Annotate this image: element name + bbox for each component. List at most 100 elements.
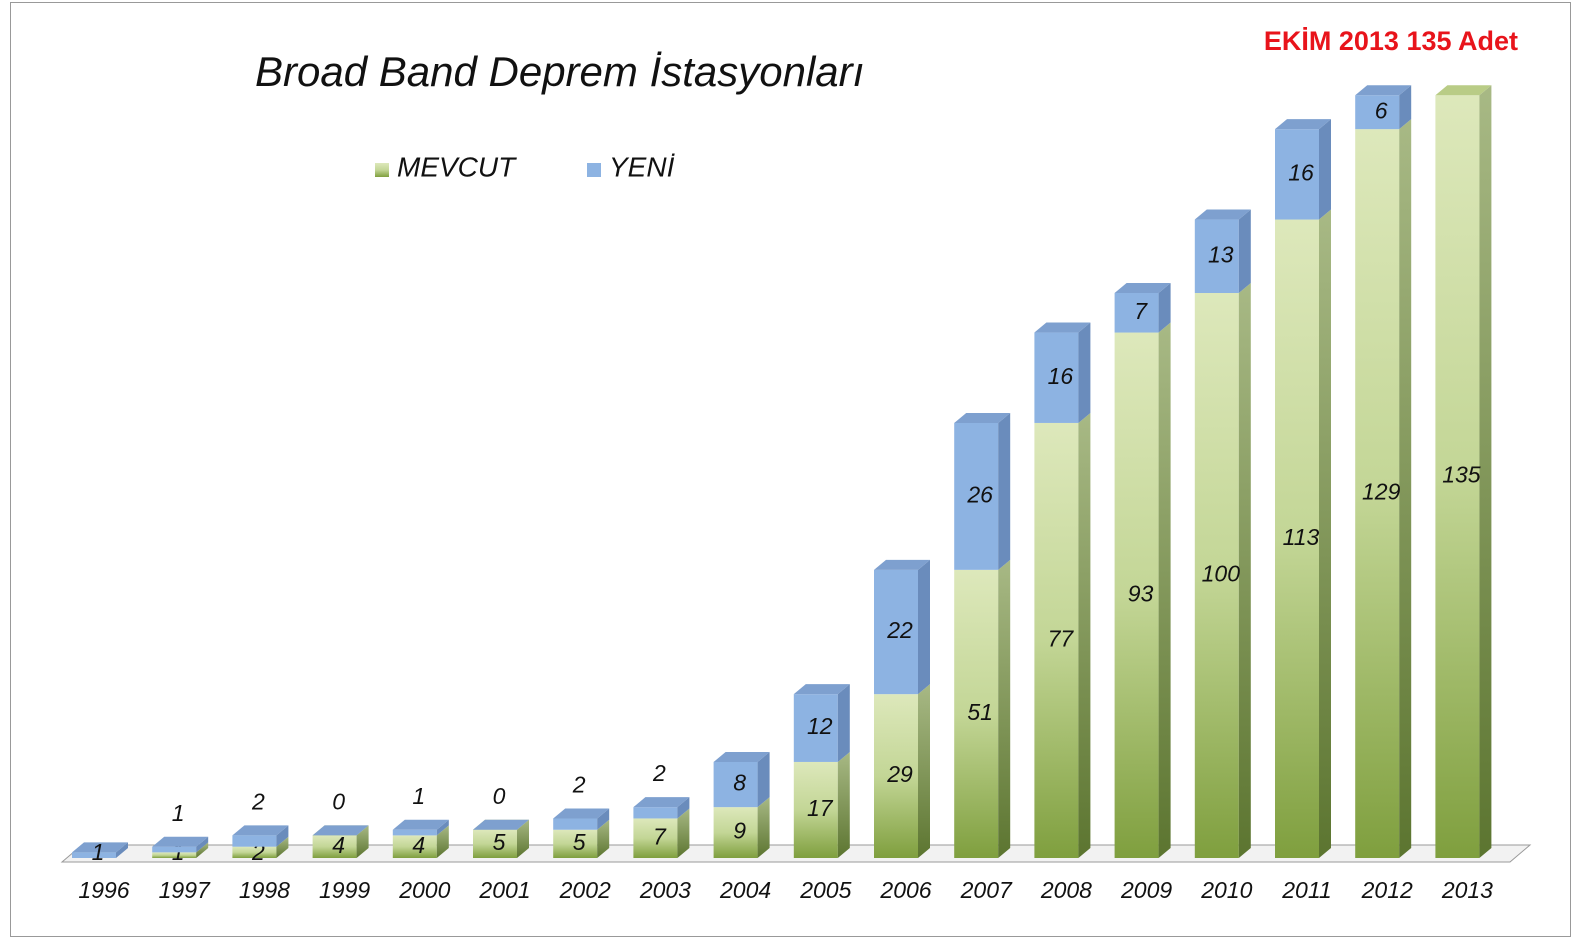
bar-side — [918, 684, 930, 858]
bar-segment — [713, 761, 758, 808]
bar-segment — [1114, 293, 1159, 333]
x-tick-label: 1996 — [78, 877, 129, 903]
x-tick-label: 2005 — [799, 877, 851, 903]
bar-side — [998, 559, 1011, 858]
bar-side — [837, 684, 850, 762]
chart-title: Broad Band Deprem İstasyonları — [255, 48, 864, 95]
data-label: 8 — [733, 770, 746, 796]
bar-top — [793, 684, 850, 695]
bar-top — [713, 751, 770, 762]
bar-segment — [633, 807, 678, 819]
bar-side — [597, 808, 610, 830]
bar-segment — [1194, 219, 1239, 293]
bar-side — [757, 751, 770, 808]
frame — [10, 2, 1571, 937]
x-tick-label: 2003 — [639, 877, 691, 903]
bar-side — [436, 825, 449, 858]
bar-segment — [392, 835, 437, 858]
bar-segment — [874, 569, 918, 695]
bar-top — [1114, 283, 1171, 293]
bar-top — [392, 819, 449, 830]
bar-side — [1158, 322, 1171, 858]
bar-top — [633, 797, 690, 808]
bar-side — [1238, 283, 1251, 858]
bar-segment — [954, 422, 999, 570]
bar-segment — [72, 852, 116, 858]
data-label: 2 — [251, 788, 265, 814]
data-label: 129 — [1362, 479, 1401, 505]
legend-label: YENİ — [609, 151, 676, 182]
data-label: 5 — [493, 829, 506, 855]
bar-segment — [954, 569, 999, 858]
bar-side — [1399, 119, 1412, 858]
data-label: 77 — [1048, 626, 1075, 652]
data-label: 51 — [967, 699, 993, 725]
data-label: 93 — [1128, 580, 1154, 606]
bar-side — [1399, 85, 1412, 130]
bar-segment — [1114, 332, 1159, 858]
bar-top — [1034, 322, 1091, 333]
bar-segment — [793, 694, 838, 762]
data-label: 16 — [1288, 159, 1314, 185]
legend-swatch — [587, 163, 601, 177]
x-tick-label: 2000 — [398, 877, 450, 903]
bar-top — [1435, 85, 1492, 96]
data-label: 5 — [573, 829, 586, 855]
x-tick-label: 2013 — [1441, 877, 1493, 903]
bar-segment — [1355, 129, 1400, 858]
bar-segment — [232, 835, 277, 847]
bar-side — [1319, 119, 1331, 220]
bar-side — [597, 819, 610, 858]
x-tick-label: 2004 — [719, 877, 771, 903]
bar-segment — [1275, 219, 1319, 859]
annotation: EKİM 2013 135 Adet — [1264, 26, 1518, 56]
data-label: 0 — [332, 788, 345, 814]
data-label: 17 — [807, 795, 834, 821]
bar-side — [196, 842, 209, 858]
bar-segment — [553, 818, 598, 830]
bar-segment — [1355, 95, 1400, 130]
bar-segment — [152, 846, 197, 853]
bar-side — [1238, 209, 1251, 293]
data-label: 26 — [966, 481, 993, 507]
data-label: 13 — [1208, 241, 1234, 267]
legend-swatch — [375, 163, 389, 177]
bar-segment — [1275, 129, 1319, 220]
bar-segment — [553, 829, 598, 858]
data-label: 100 — [1202, 561, 1241, 587]
bar-top — [1275, 119, 1331, 130]
bar-side — [517, 819, 529, 858]
bar-top — [1355, 85, 1412, 96]
legend-label: MEVCUT — [397, 151, 517, 182]
x-tick-label: 2012 — [1361, 877, 1413, 903]
x-tick-label: 2006 — [879, 877, 931, 903]
bar-segment — [1034, 332, 1079, 423]
data-label: 2 — [652, 760, 666, 786]
bar-segment — [392, 829, 437, 836]
bar-top — [232, 825, 289, 836]
bar-segment — [793, 761, 838, 858]
x-tick-label: 2001 — [478, 877, 530, 903]
bar-segment — [1194, 293, 1239, 858]
bar-side — [677, 808, 690, 858]
bar-side — [1078, 412, 1091, 858]
bar-top — [152, 836, 209, 847]
bar-segment — [713, 807, 758, 858]
bar-top — [954, 412, 1011, 423]
data-label: 2 — [572, 772, 586, 798]
bar-segment — [232, 846, 277, 858]
bar-segment — [152, 852, 197, 858]
bar-side — [1158, 283, 1171, 333]
data-label: 7 — [1134, 298, 1148, 324]
bar-side — [757, 797, 770, 858]
data-label: 16 — [1048, 363, 1074, 389]
bar-top — [1194, 209, 1251, 220]
bar-side — [276, 836, 289, 858]
data-label: 4 — [332, 832, 345, 858]
data-label: 1 — [172, 800, 185, 826]
x-tick-label: 2011 — [1281, 877, 1331, 903]
data-label: 0 — [493, 783, 506, 809]
bar-top — [72, 842, 128, 853]
data-label: 1 — [412, 783, 425, 809]
